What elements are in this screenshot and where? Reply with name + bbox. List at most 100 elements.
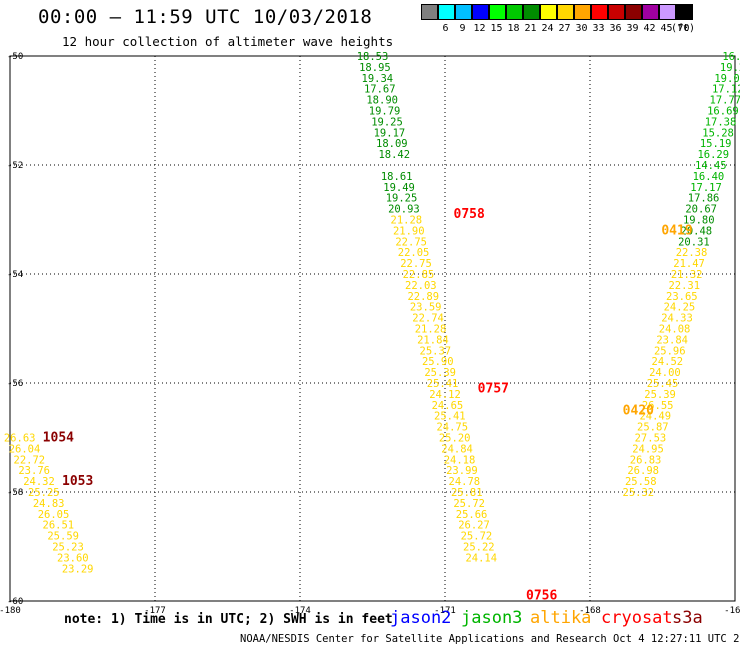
wave-height-value: 24.12 <box>429 389 461 401</box>
wave-height-value: 22.74 <box>412 313 444 325</box>
wave-height-value: 20.93 <box>388 204 420 216</box>
wave-height-value: 26.27 <box>458 520 490 532</box>
scale-swatch <box>625 4 642 20</box>
wave-height-value: 25.87 <box>637 422 669 434</box>
pass-time-label: 1054 <box>43 431 74 446</box>
wave-height-value: 17.67 <box>364 84 396 96</box>
scale-unit-label: (ft) <box>670 23 696 34</box>
wave-height-value: 23.65 <box>666 291 698 303</box>
scale-swatch <box>642 4 659 20</box>
scale-swatch <box>472 4 489 20</box>
wave-height-value: 20.67 <box>685 204 717 216</box>
scale-label: 6 <box>442 23 449 34</box>
wave-height-value: 25.66 <box>456 509 488 521</box>
wave-height-value: 26.05 <box>38 509 70 521</box>
wave-height-value: 24.52 <box>652 356 684 368</box>
wave-height-value: 23.99 <box>446 465 478 477</box>
wave-height-value: 24.83 <box>33 498 65 510</box>
wave-height-value: 19.34 <box>362 73 394 85</box>
wave-height-value: 17.12 <box>712 84 740 96</box>
wave-height-value: 18.61 <box>381 171 413 183</box>
y-tick-label: -50 <box>7 52 23 62</box>
wave-height-value: 21.84 <box>417 334 449 346</box>
wave-height-value: 22.72 <box>14 454 46 466</box>
wave-height-value: 19.49 <box>383 182 415 194</box>
wave-height-value: 25.20 <box>439 433 471 445</box>
wave-height-value: 25.39 <box>644 389 676 401</box>
x-tick-label: -180 <box>0 606 21 616</box>
credit-line: NOAA/NESDIS Center for Satellite Applica… <box>240 633 740 645</box>
scale-swatch <box>608 4 625 20</box>
wave-height-value: 24.84 <box>441 443 473 455</box>
x-tick-label: -174 <box>289 606 311 616</box>
wave-height-value: 23.76 <box>18 465 50 477</box>
scale-swatch <box>557 4 574 20</box>
footnote: note: 1) Time is in UTC; 2) SWH is in fe… <box>64 612 393 627</box>
satellite-legend-jason3: jason3 <box>461 608 523 628</box>
wave-height-value: 23.59 <box>410 302 442 314</box>
y-tick-label: -54 <box>7 270 23 280</box>
scale-swatch <box>421 4 438 20</box>
wave-height-value: 14.45 <box>695 160 727 172</box>
wave-height-value: 21.47 <box>673 258 705 270</box>
pass-time-label: 0756 <box>526 589 557 604</box>
wave-height-value: 26.55 <box>642 400 674 412</box>
wave-height-value: 17.77 <box>710 95 740 107</box>
scale-swatch <box>591 4 608 20</box>
wave-height-value: 24.32 <box>23 476 55 488</box>
wave-height-value: 16.29 <box>697 149 729 161</box>
wave-height-value: 26.98 <box>627 465 659 477</box>
wave-height-value: 22.03 <box>405 280 437 292</box>
scale-label: 45 <box>660 23 673 34</box>
wave-height-value: 25.39 <box>424 367 456 379</box>
wave-height-value: 26.04 <box>9 443 41 455</box>
x-tick-label: -177 <box>144 606 166 616</box>
wave-height-value: 16.69 <box>707 106 739 118</box>
satellite-legend-jason2: jason2 <box>390 608 452 628</box>
wave-height-value: 25.45 <box>647 378 679 390</box>
wave-height-value: 24.18 <box>444 454 476 466</box>
y-tick-label: -56 <box>7 379 23 389</box>
wave-height-value: 15.28 <box>702 127 734 139</box>
wave-height-value: 22.75 <box>400 258 432 270</box>
wave-height-value: 25.41 <box>434 411 466 423</box>
wave-height-value: 24.78 <box>449 476 481 488</box>
wave-height-value: 24.33 <box>661 313 693 325</box>
y-tick-label: -60 <box>7 597 23 607</box>
wave-height-value: 25.96 <box>654 345 686 357</box>
wave-height-value: 25.37 <box>420 345 452 357</box>
page-title: 00:00 — 11:59 UTC 10/03/2018 <box>38 6 373 28</box>
scale-swatch <box>506 4 523 20</box>
scale-label: 18 <box>507 23 520 34</box>
wave-height-value: 21.32 <box>671 269 703 281</box>
scale-swatch <box>455 4 472 20</box>
scale-label: 70 <box>677 23 690 34</box>
wave-height-value: 25.41 <box>427 378 459 390</box>
scale-label: 30 <box>575 23 588 34</box>
scale-label: 12 <box>473 23 486 34</box>
x-tick-label: -165 <box>724 606 740 616</box>
wave-height-value: 25.23 <box>52 542 84 554</box>
scale-swatch <box>540 4 557 20</box>
wave-height-value: 23.60 <box>57 552 89 564</box>
y-tick-label: -52 <box>7 161 23 171</box>
scale-label: 27 <box>558 23 571 34</box>
scale-label: 39 <box>626 23 639 34</box>
wave-height-value: 25.90 <box>422 356 454 368</box>
wave-height-value: 25.59 <box>47 531 79 543</box>
wave-height-value: 26.63 <box>4 433 36 445</box>
scale-label: 33 <box>592 23 605 34</box>
scale-label: 21 <box>524 23 537 34</box>
wave-height-value: 16.40 <box>693 171 725 183</box>
scale-swatch <box>489 4 506 20</box>
satellite-legend-s3a: s3a <box>672 608 703 628</box>
wave-height-value: 25.72 <box>461 531 493 543</box>
wave-height-value: 20.31 <box>678 236 710 248</box>
scale-swatch <box>523 4 540 20</box>
wave-height-value: 23.84 <box>656 334 688 346</box>
scale-swatch <box>438 4 455 20</box>
scale-swatch <box>574 4 591 20</box>
wave-height-value: 18.53 <box>357 51 389 63</box>
